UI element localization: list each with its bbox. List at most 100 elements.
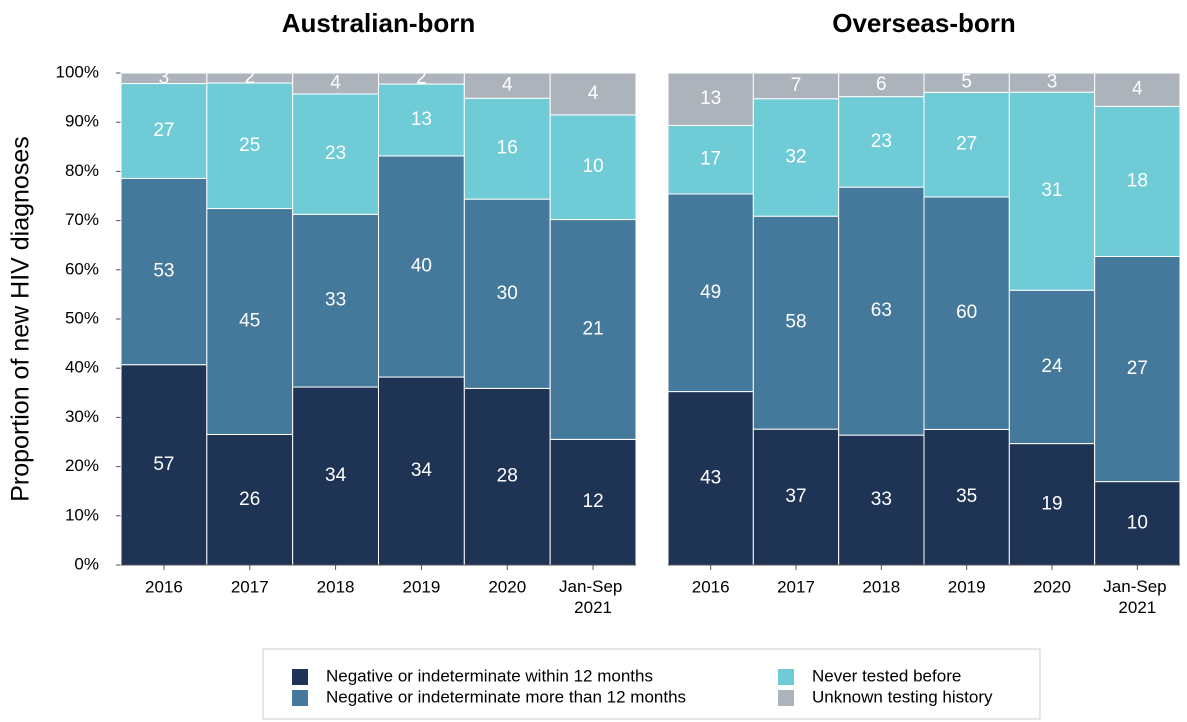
bar-segment	[667, 72, 754, 126]
y-tick-label: 50%	[65, 308, 99, 327]
bar-segment	[1008, 91, 1096, 291]
x-tick-label: 2016	[145, 577, 183, 596]
segment-label: 23	[325, 143, 346, 164]
y-tick-label: 0%	[74, 554, 99, 573]
segment-label: 3	[1047, 72, 1058, 93]
segment-label: 28	[497, 466, 518, 487]
bar-segment	[292, 213, 379, 388]
bar-segment	[463, 198, 551, 389]
bar-segment	[752, 72, 840, 100]
bar-segment	[549, 72, 637, 116]
x-tick-label: 2017	[231, 577, 269, 596]
segment-label: 53	[153, 261, 174, 282]
y-tick-label: 60%	[65, 259, 99, 278]
segment-label: 23	[871, 131, 892, 152]
x-tick-label: 2019	[403, 577, 441, 596]
y-tick-label: 10%	[65, 505, 99, 524]
segment-label: 34	[411, 460, 433, 481]
segment-label: 60	[956, 302, 977, 323]
segment-label: 17	[700, 149, 721, 170]
bar-segment	[378, 155, 465, 378]
y-tick-label: 20%	[65, 456, 99, 475]
bar-segment	[923, 91, 1010, 198]
segment-label: 30	[497, 283, 518, 304]
segment-label: 27	[956, 134, 977, 155]
panel-title: Australian-born	[282, 8, 476, 38]
bar-segment	[923, 196, 1010, 430]
segment-label: 40	[411, 255, 432, 276]
x-tick-label: 2019	[948, 577, 986, 596]
segment-label: 4	[1132, 79, 1143, 100]
bar-segment	[667, 124, 754, 195]
segment-label: 33	[871, 489, 892, 510]
segment-label: 13	[411, 109, 432, 130]
legend-label: Negative or indeterminate more than 12 m…	[326, 687, 686, 706]
segment-label: 18	[1127, 170, 1148, 191]
segment-label: 12	[583, 491, 604, 512]
legend-swatch	[292, 669, 308, 685]
bar-segment	[549, 219, 637, 440]
bar-segment	[1094, 481, 1181, 566]
segment-label: 58	[785, 312, 806, 333]
bar-segment	[463, 387, 551, 566]
legend-label: Unknown testing history	[812, 687, 993, 706]
segment-label: 3	[159, 67, 170, 88]
bar-segment	[206, 82, 294, 210]
segment-label: 25	[239, 135, 260, 156]
segment-label: 27	[153, 120, 174, 141]
x-tick-label: Jan-Sep 2021	[1103, 577, 1171, 617]
segment-label: 4	[502, 75, 513, 96]
bar-segment	[752, 428, 840, 566]
x-tick-label: 2016	[692, 577, 730, 596]
bar-segment	[120, 364, 208, 566]
segment-label: 10	[583, 156, 604, 177]
x-tick-label: 2018	[862, 577, 900, 596]
legend-label: Negative or indeterminate within 12 mont…	[326, 666, 653, 685]
legend-swatch	[778, 690, 794, 706]
x-tick-label: Jan-Sep 2021	[559, 577, 627, 617]
segment-label: 19	[1041, 493, 1062, 514]
segment-label: 33	[325, 290, 346, 311]
bar-segment	[206, 433, 294, 566]
bar-segment	[549, 114, 637, 221]
y-tick-label: 100%	[56, 62, 99, 81]
bar-segment	[206, 208, 294, 435]
segment-label: 2	[244, 67, 255, 88]
segment-label: 6	[876, 74, 887, 95]
segment-label: 34	[325, 465, 347, 486]
bar-segment	[838, 96, 925, 188]
segment-label: 35	[956, 486, 977, 507]
segment-label: 16	[497, 138, 518, 159]
bar-segment	[463, 97, 551, 200]
bar-segment	[1094, 72, 1181, 107]
legend-swatch	[778, 669, 794, 685]
segment-label: 63	[871, 300, 892, 321]
segment-label: 4	[588, 83, 599, 104]
y-tick-label: 70%	[65, 210, 99, 229]
panel-title: Overseas-born	[832, 8, 1016, 38]
segment-label: 21	[583, 318, 604, 339]
legend-swatch	[292, 690, 308, 706]
segment-label: 43	[700, 467, 721, 488]
segment-label: 10	[1127, 512, 1148, 533]
segment-label: 57	[153, 454, 174, 475]
y-tick-label: 80%	[65, 161, 99, 180]
bar-segment	[838, 186, 925, 436]
y-axis-label: Proportion of new HIV diagnoses	[7, 136, 35, 502]
segment-label: 2	[416, 68, 427, 89]
segment-label: 49	[700, 282, 721, 303]
y-tick-label: 90%	[65, 112, 99, 131]
bar-segment	[667, 193, 754, 393]
y-tick-label: 40%	[65, 358, 99, 377]
segment-label: 31	[1041, 180, 1062, 201]
segment-label: 26	[239, 489, 260, 510]
segment-label: 45	[239, 311, 260, 332]
segment-label: 4	[330, 72, 341, 93]
bar-segment	[1008, 443, 1096, 566]
segment-label: 32	[785, 146, 806, 167]
segment-label: 24	[1041, 356, 1063, 377]
bar-segment	[752, 215, 840, 430]
segment-label: 7	[791, 75, 802, 96]
bar-segment	[463, 72, 551, 99]
bar-segment	[1094, 105, 1181, 257]
